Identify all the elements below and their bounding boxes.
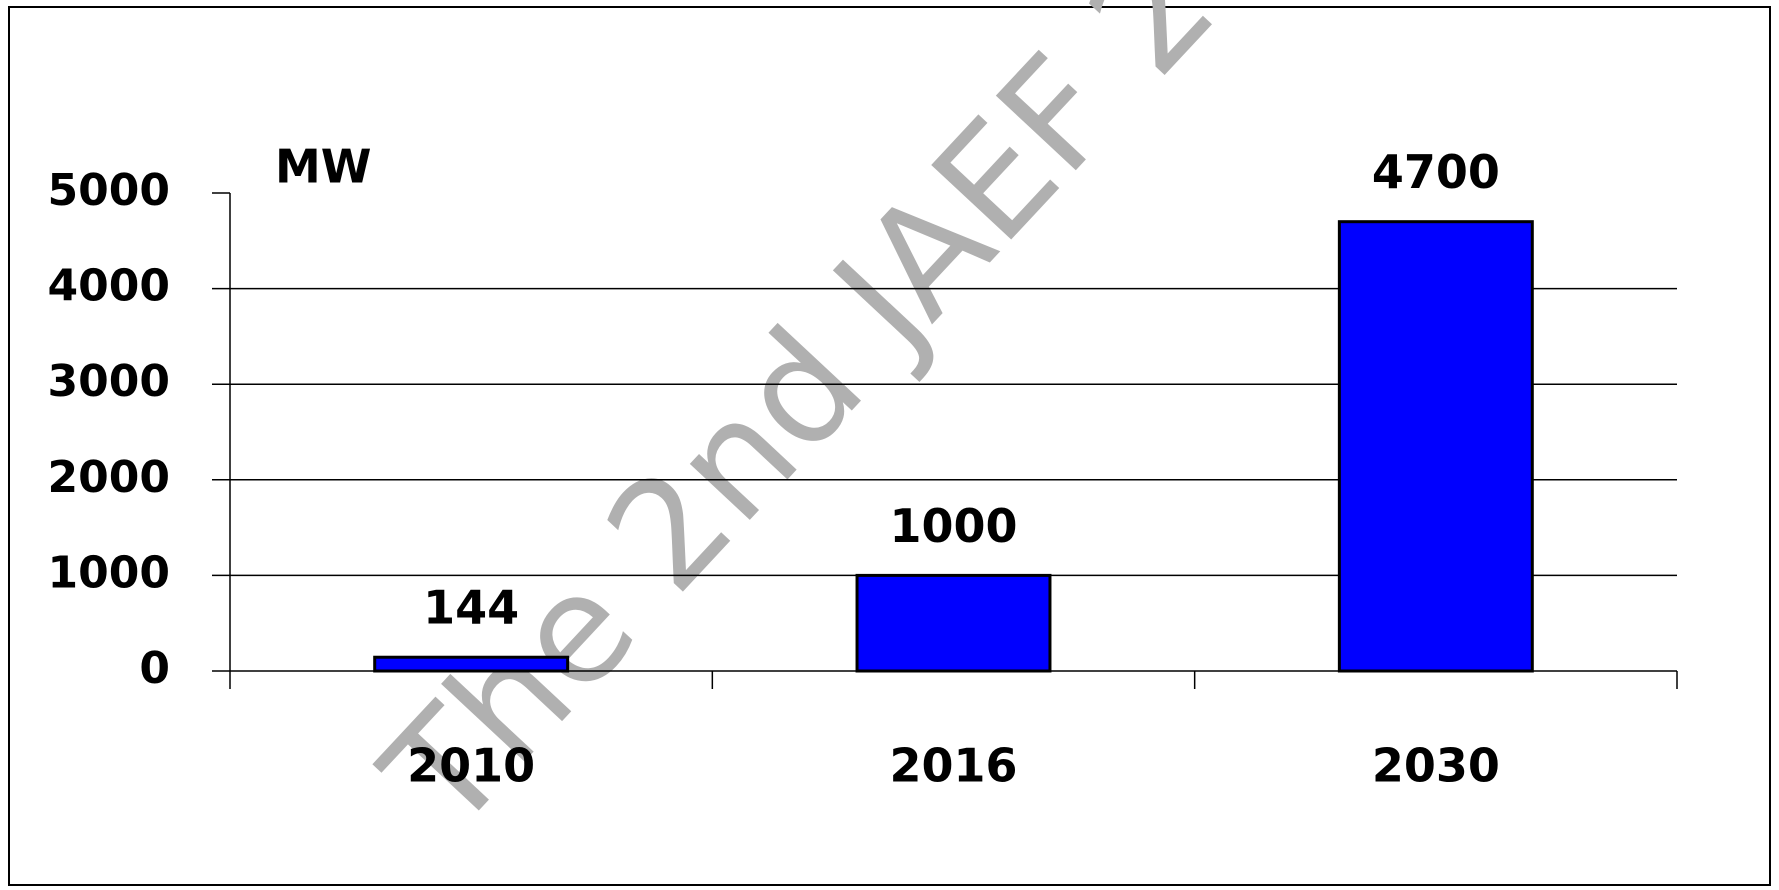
y-tick-label: 2000 [48, 452, 170, 503]
bar [1337, 220, 1534, 673]
data-label: 4700 [1372, 145, 1500, 199]
y-tick-label: 1000 [48, 547, 170, 598]
x-tick-label: 2030 [1372, 739, 1500, 793]
y-tick-label: 3000 [48, 356, 170, 407]
y-axis-label: MW [275, 140, 372, 194]
data-label: 144 [423, 581, 519, 635]
data-label: 1000 [889, 499, 1017, 553]
bar [855, 573, 1052, 673]
y-tick-label: 4000 [48, 261, 170, 312]
x-tick-label: 2016 [889, 739, 1017, 793]
y-tick-label: 0 [139, 643, 170, 694]
y-tick-label: 5000 [48, 165, 170, 216]
bar [373, 655, 570, 673]
x-tick-label: 2010 [407, 739, 535, 793]
